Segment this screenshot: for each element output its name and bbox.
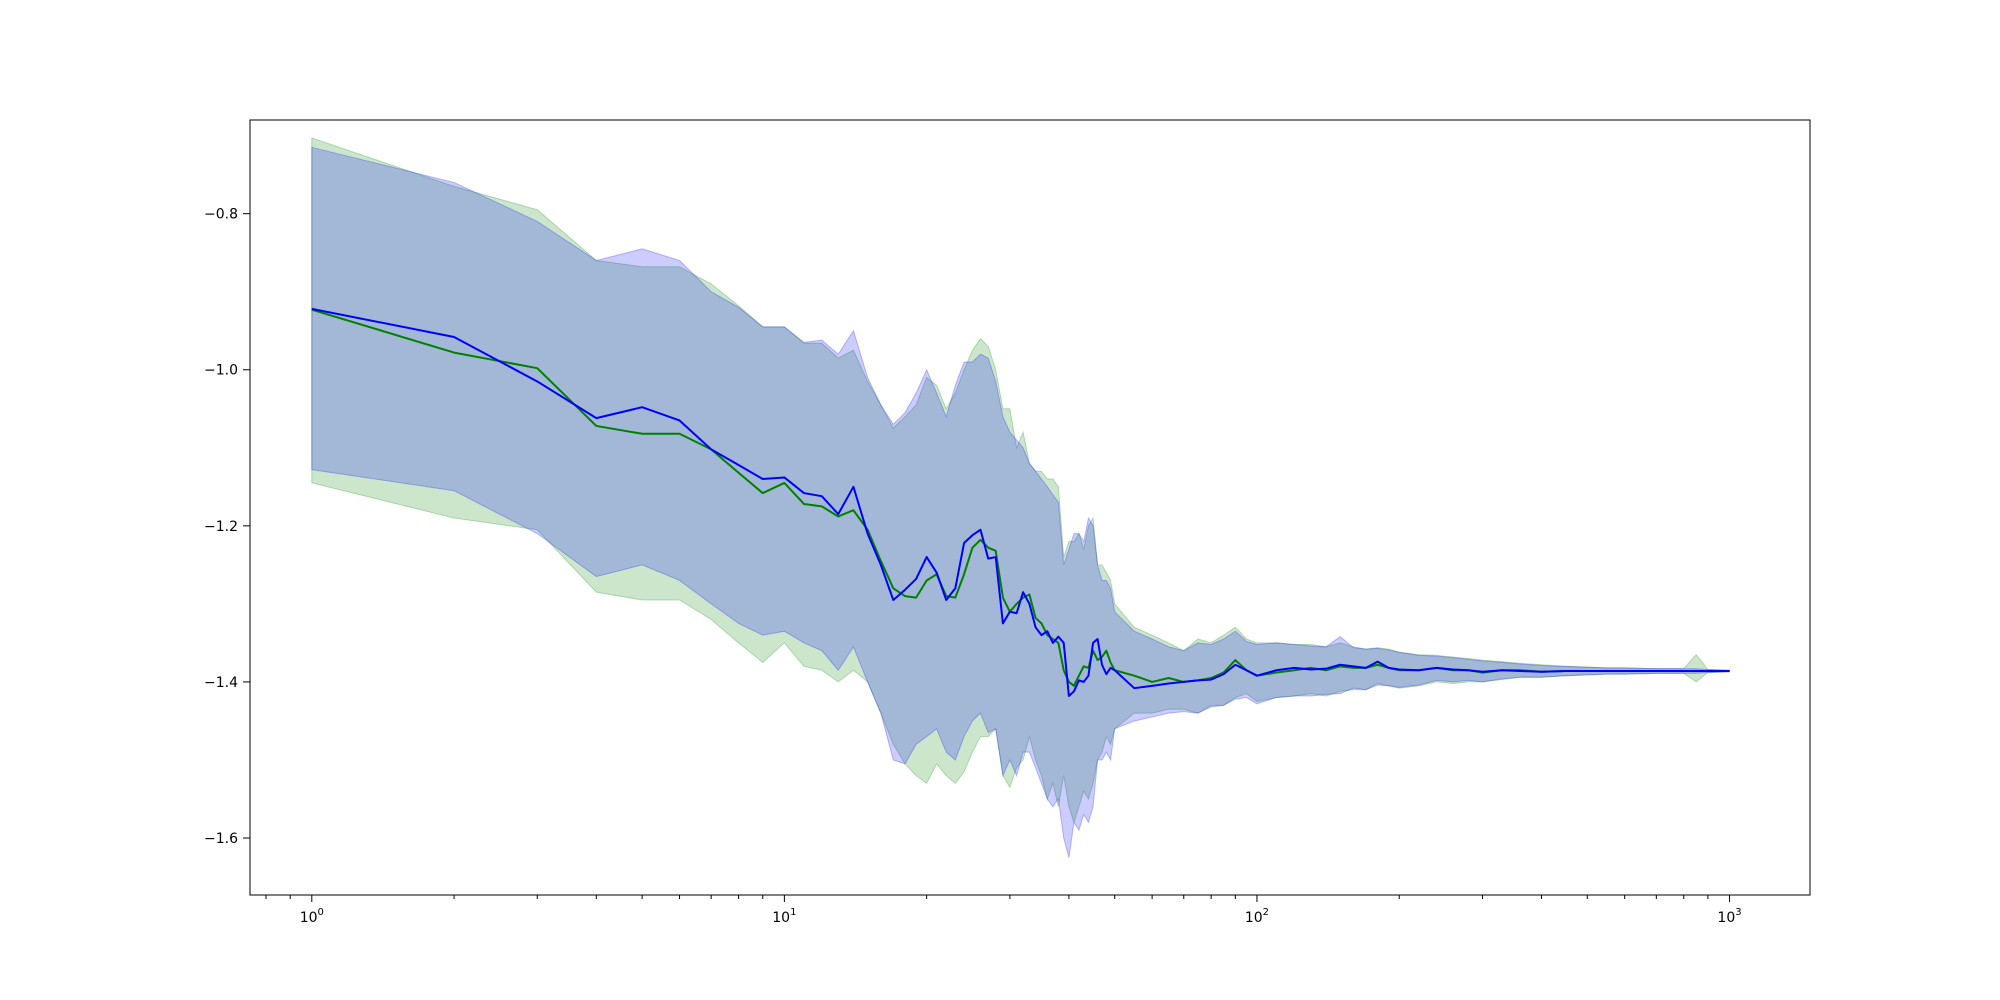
y-tick-label: −1.0 — [204, 363, 238, 379]
band-series-2 — [311, 146, 1731, 858]
line-series-2 — [311, 307, 1730, 697]
y-tick-label: −1.6 — [204, 831, 238, 847]
y-tick-label: −1.2 — [204, 519, 238, 535]
y-tick-label: −1.4 — [204, 675, 238, 691]
series-lines — [311, 307, 1730, 697]
plot-frame — [249, 119, 1811, 896]
x-tick-label: 101 — [772, 907, 796, 926]
x-tick-label: 103 — [1717, 907, 1741, 926]
x-tick-label: 100 — [300, 907, 324, 926]
y-axis: −0.8 −1.0 −1.2 −1.4 −1.6 — [204, 207, 250, 847]
confidence-bands — [311, 137, 1731, 858]
x-tick-label: 102 — [1245, 907, 1269, 926]
y-tick-label: −0.8 — [204, 207, 238, 223]
x-axis: 100 101 102 103 — [265, 895, 1742, 926]
